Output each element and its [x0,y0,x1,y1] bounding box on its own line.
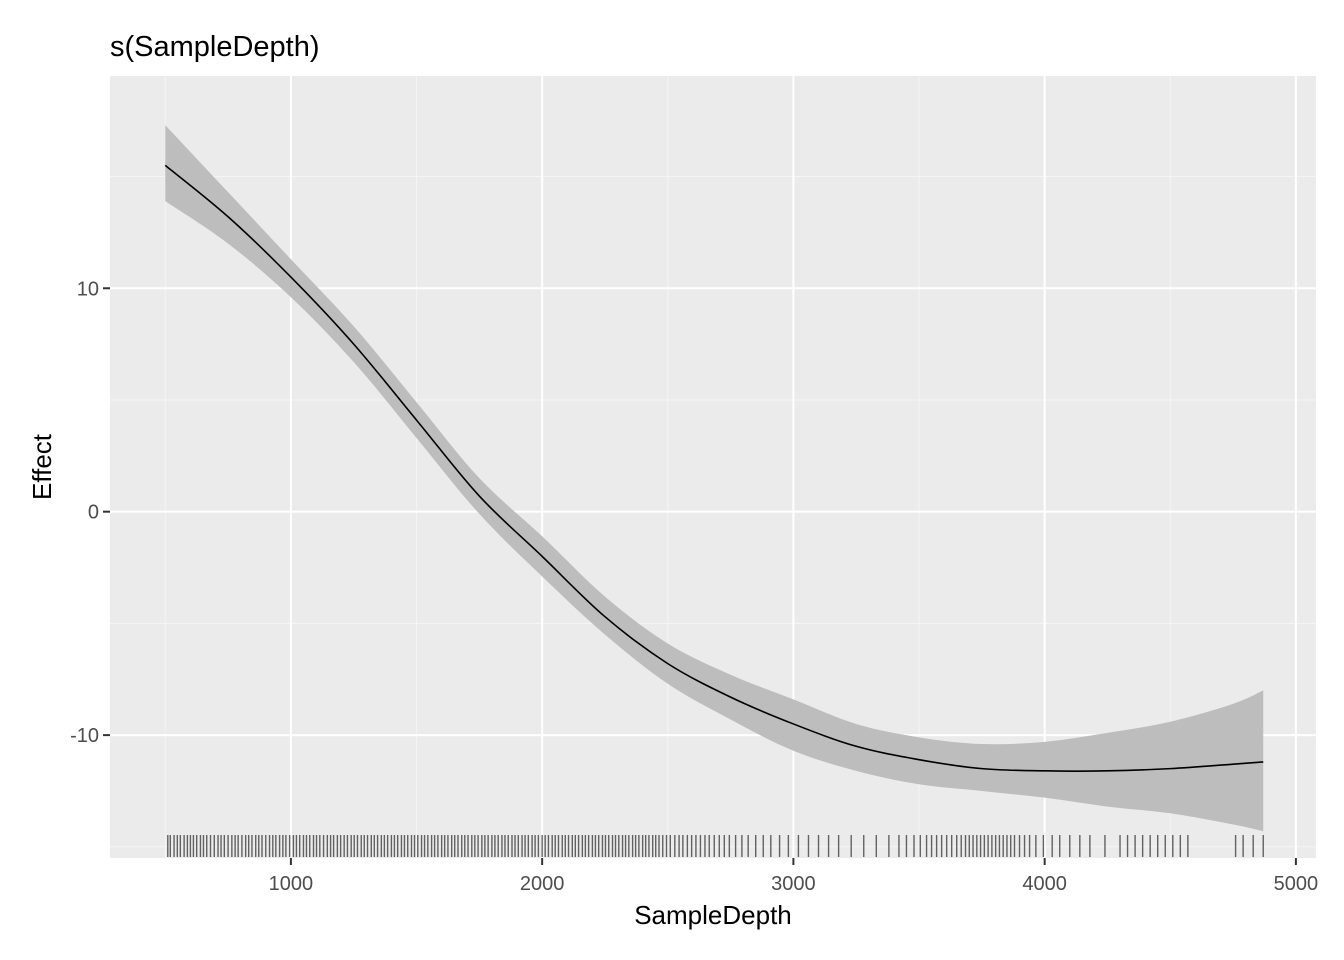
y-tick-label: -10 [70,725,99,747]
x-tick-label: 1000 [269,873,314,895]
plot-panel [110,76,1316,858]
x-tick-label: 3000 [771,873,816,895]
rug-marks [167,835,1264,857]
x-axis: 1000 2000 3000 4000 5000 [269,858,1319,895]
x-tick-label: 5000 [1274,873,1319,895]
x-axis-title: SampleDepth [634,900,792,930]
y-tick-label: 0 [88,502,99,524]
x-tick-label: 2000 [520,873,565,895]
x-tick-label: 4000 [1022,873,1067,895]
grid-minor [110,76,1316,858]
y-axis-title: Effect [27,433,57,500]
chart-title: s(SampleDepth) [110,31,320,63]
effect-line [164,164,1264,772]
y-axis: -10 0 10 [70,278,110,747]
grid-major [110,76,1316,858]
y-tick-label: 10 [77,278,99,300]
